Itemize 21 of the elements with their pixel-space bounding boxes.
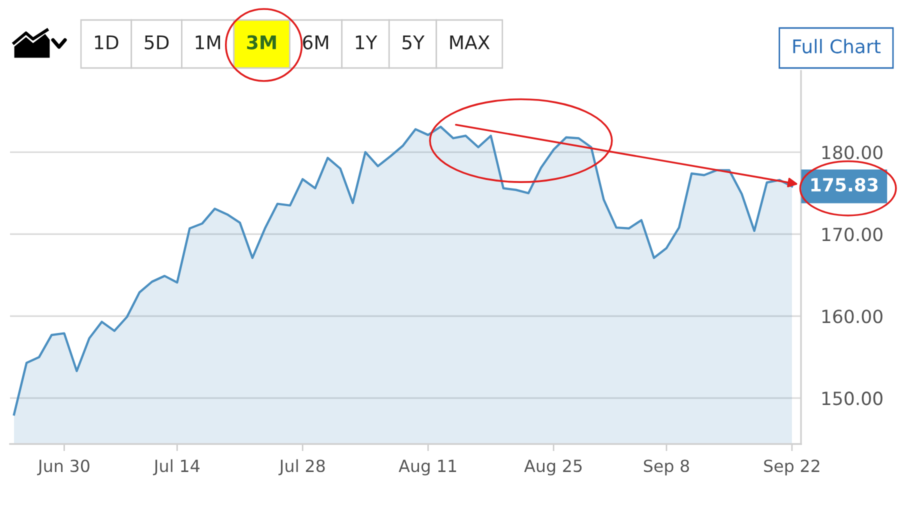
- x-tick-label: Sep 22: [764, 460, 820, 476]
- x-tick-label: Jul 14: [152, 459, 200, 476]
- text: 3M: [247, 35, 276, 50]
- x-tick-label: Sep 8: [644, 460, 690, 476]
- text: 1M: [196, 36, 220, 50]
- y-tick-label: 160.00: [822, 310, 882, 324]
- x-tick-label: Jul 28: [278, 459, 325, 476]
- text: Full Chart: [793, 38, 881, 54]
- y-tick-label: 170.00: [822, 228, 882, 242]
- x-tick-label: Aug 11: [398, 460, 456, 476]
- text: 5Y: [402, 36, 425, 50]
- text: 6M: [303, 35, 328, 50]
- data-label: 175.83: [811, 178, 878, 192]
- x-tick-label: Jun 30: [37, 460, 90, 476]
- text: MAX: [450, 36, 490, 50]
- y-tick-label: 180.00: [822, 146, 882, 160]
- text: 1D: [95, 36, 118, 50]
- x-tick-label: Aug 25: [524, 460, 582, 476]
- y-tick-label: 150.00: [822, 392, 882, 406]
- text: 5D: [144, 36, 169, 50]
- text: 1Y: [356, 36, 378, 50]
